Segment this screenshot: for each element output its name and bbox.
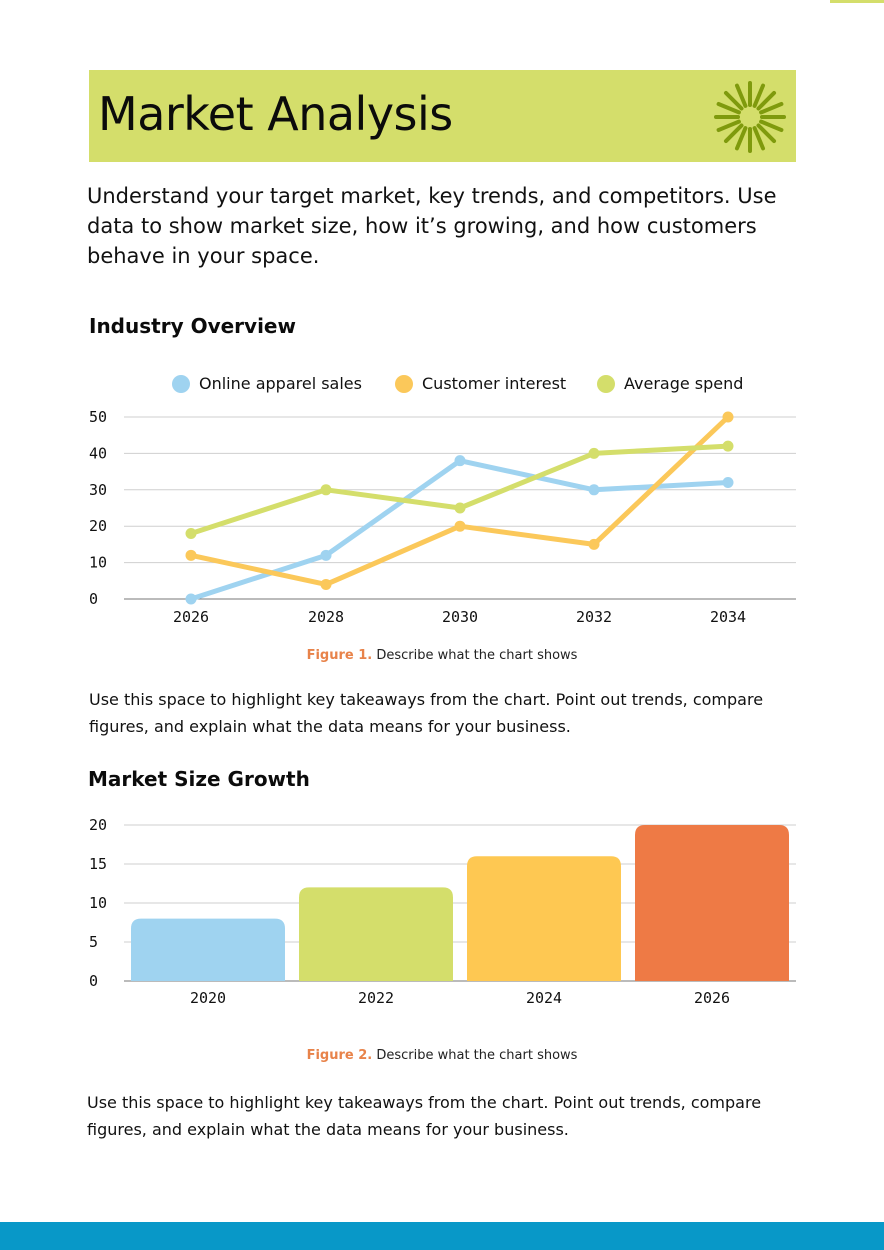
x-tick-label: 2034 [710, 608, 746, 626]
data-point [185, 593, 197, 605]
sun-ray [756, 90, 777, 111]
x-tick-label: 2032 [576, 608, 612, 626]
x-tick-label: 2030 [442, 608, 478, 626]
figure-2-caption: Figure 2. Describe what the chart shows [0, 1047, 884, 1065]
series-line [188, 414, 731, 587]
corner-accent [830, 0, 884, 3]
sun-ray [759, 119, 784, 133]
legend-marker [597, 375, 615, 393]
x-tick-label: 2022 [358, 989, 394, 1007]
page-title: Market Analysis [98, 87, 453, 141]
figure-1-caption: Figure 1. Describe what the chart shows [0, 647, 884, 665]
sun-ray [752, 83, 766, 108]
sun-ray [716, 119, 741, 133]
legend-marker [172, 375, 190, 393]
data-point [588, 447, 600, 459]
x-tick-label: 2020 [190, 989, 226, 1007]
intro-paragraph: Understand your target market, key trend… [87, 184, 777, 268]
sun-ray [734, 126, 748, 151]
industry-takeaway-text: Use this space to highlight key takeaway… [89, 690, 764, 736]
sun-ray [734, 83, 748, 108]
data-point [454, 502, 466, 514]
x-tick-label: 2026 [694, 989, 730, 1007]
data-point [722, 477, 734, 489]
figure-1-label: Figure 1. [306, 648, 373, 663]
data-point [185, 549, 197, 561]
bar [635, 825, 789, 981]
data-point [454, 520, 466, 532]
figure-1-text: Describe what the chart shows [372, 648, 578, 663]
legend-label: Average spend [624, 374, 743, 393]
industry-overview-heading: Industry Overview [89, 314, 296, 338]
y-tick-label: 10 [89, 894, 107, 912]
y-tick-label: 5 [89, 933, 98, 951]
y-tick-label: 0 [89, 972, 98, 990]
data-point [185, 527, 197, 539]
data-point [588, 538, 600, 550]
legend-label: Online apparel sales [199, 374, 362, 393]
growth-takeaway-text: Use this space to highlight key takeaway… [87, 1093, 762, 1139]
y-tick-label: 10 [89, 554, 107, 572]
sun-ray [716, 101, 741, 115]
figure-2-text: Describe what the chart shows [372, 1048, 578, 1063]
y-tick-label: 30 [89, 481, 107, 499]
x-tick-label: 2028 [308, 608, 344, 626]
sun-ray [756, 123, 777, 144]
data-point [588, 484, 600, 496]
legend-marker [395, 375, 413, 393]
sun-ray [752, 126, 766, 151]
data-point [454, 455, 466, 467]
figure-2-label: Figure 2. [306, 1048, 373, 1063]
data-point [320, 578, 332, 590]
market-size-growth-heading: Market Size Growth [88, 767, 310, 791]
x-tick-label: 2024 [526, 989, 562, 1007]
y-tick-label: 20 [89, 816, 107, 834]
y-tick-label: 15 [89, 855, 107, 873]
y-tick-label: 40 [89, 444, 107, 462]
data-point [722, 411, 734, 423]
bar [467, 856, 621, 981]
bar [131, 918, 285, 981]
sun-icon [714, 81, 786, 153]
y-tick-label: 20 [89, 517, 107, 535]
y-tick-label: 0 [89, 590, 98, 608]
bar [299, 887, 453, 981]
x-tick-label: 2026 [173, 608, 209, 626]
sun-ray [759, 101, 784, 115]
data-point [722, 440, 734, 452]
sun-ray [723, 123, 744, 144]
legend-label: Customer interest [422, 374, 566, 393]
y-tick-label: 50 [89, 408, 107, 426]
data-point [320, 484, 332, 496]
sun-ray [723, 90, 744, 111]
footer-bar [0, 1222, 884, 1250]
title-banner: Market Analysis [89, 70, 796, 162]
data-point [320, 549, 332, 561]
